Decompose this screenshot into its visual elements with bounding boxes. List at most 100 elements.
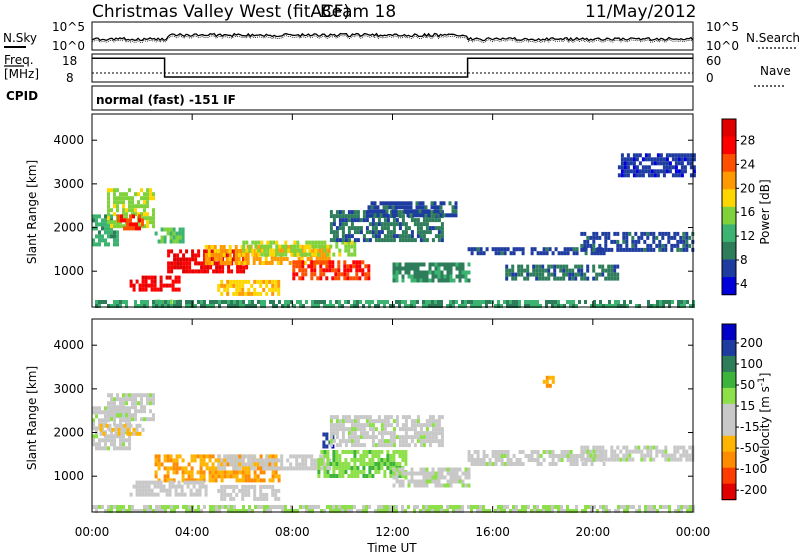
velocity-cell xyxy=(368,462,372,466)
velocity-cell xyxy=(434,423,438,428)
velocity-cell xyxy=(335,435,339,440)
power-colorbar-label: 8 xyxy=(740,253,748,267)
power-cell xyxy=(228,257,232,261)
power-cell xyxy=(113,196,116,201)
power-cell xyxy=(137,304,140,308)
power-cell xyxy=(143,304,146,308)
power-cell xyxy=(110,234,113,239)
power-cell xyxy=(128,208,131,213)
power-cell xyxy=(350,226,354,231)
velocity-cell xyxy=(464,471,468,476)
power-cell xyxy=(371,218,375,223)
velocity-cell xyxy=(149,401,152,406)
velocity-cell xyxy=(250,466,254,471)
power-cell xyxy=(538,272,542,277)
power-cell xyxy=(455,274,459,279)
power-ytick-label: 1000 xyxy=(53,264,84,278)
power-cell xyxy=(404,262,408,267)
velocity-cell xyxy=(338,466,342,470)
power-cell xyxy=(425,226,429,231)
power-cell xyxy=(526,264,530,269)
power-cell xyxy=(104,226,107,231)
velocity-cell xyxy=(173,505,176,509)
velocity-cell xyxy=(596,454,600,458)
velocity-cell xyxy=(104,509,107,513)
power-cell xyxy=(632,161,636,166)
velocity-cell xyxy=(649,453,653,458)
velocity-cell xyxy=(143,509,146,513)
power-cell xyxy=(266,252,270,257)
velocity-cell xyxy=(128,406,131,411)
velocity-cell xyxy=(404,509,407,513)
power-cell xyxy=(347,252,351,257)
power-cell xyxy=(222,261,226,265)
power-cell xyxy=(275,240,279,245)
velocity-cell xyxy=(107,446,110,451)
power-cell xyxy=(413,218,417,223)
power-cell xyxy=(532,272,536,277)
power-cell xyxy=(265,279,269,284)
power-cell xyxy=(551,251,555,256)
power-cell xyxy=(610,247,614,252)
velocity-cell xyxy=(329,443,333,448)
power-cell xyxy=(667,231,671,236)
power-cell xyxy=(350,222,354,227)
power-cell xyxy=(488,300,491,304)
power-cell xyxy=(132,222,135,227)
power-cell xyxy=(311,304,314,308)
velocity-cell xyxy=(644,509,647,513)
power-cell xyxy=(365,230,369,235)
velocity-cell xyxy=(521,450,525,454)
velocity-cell xyxy=(613,453,617,458)
power-cell xyxy=(278,300,281,304)
velocity-cell xyxy=(338,419,342,424)
velocity-cell xyxy=(332,450,336,454)
velocity-cell xyxy=(542,379,546,384)
power-cell xyxy=(307,264,311,269)
velocity-cell xyxy=(563,450,567,454)
power-cell xyxy=(218,300,221,304)
power-cell xyxy=(631,243,635,248)
power-cell xyxy=(316,260,320,265)
x-tick-label: 00:00 xyxy=(676,525,711,539)
power-cell xyxy=(680,165,684,170)
velocity-cell xyxy=(548,375,552,380)
power-cell xyxy=(580,243,584,248)
power-cell xyxy=(554,300,557,304)
velocity-cell xyxy=(551,458,555,462)
velocity-cell xyxy=(341,435,345,440)
power-cell xyxy=(422,274,426,279)
velocity-cell xyxy=(386,443,390,448)
power-cell xyxy=(398,304,401,308)
power-cell xyxy=(658,247,662,252)
power-region xyxy=(95,300,695,308)
power-cell xyxy=(391,205,395,210)
power-cell xyxy=(379,201,383,206)
power-cell xyxy=(479,300,482,304)
power-cell xyxy=(226,279,230,284)
power-cell xyxy=(418,205,422,210)
power-cell xyxy=(255,257,259,261)
power-cell xyxy=(680,161,684,166)
velocity-cell xyxy=(326,462,330,466)
power-cell xyxy=(272,300,275,304)
power-cell xyxy=(251,304,254,308)
power-cell xyxy=(269,252,273,257)
power-cell xyxy=(153,275,157,280)
velocity-cell xyxy=(174,484,178,489)
velocity-cell xyxy=(347,450,351,454)
velocity-cell xyxy=(322,458,326,463)
velocity-cell xyxy=(632,505,635,509)
velocity-cell xyxy=(280,454,284,459)
velocity-cell xyxy=(190,458,194,463)
power-cell xyxy=(506,247,510,252)
power-cell xyxy=(218,261,222,266)
velocity-cell xyxy=(449,467,453,472)
power-cell xyxy=(485,247,489,252)
power-cell xyxy=(321,253,325,257)
power-cell xyxy=(338,252,342,257)
power-ytick-label: 4000 xyxy=(53,133,84,147)
power-cell xyxy=(317,300,320,304)
power-cell xyxy=(410,304,413,308)
power-cell xyxy=(358,276,362,281)
